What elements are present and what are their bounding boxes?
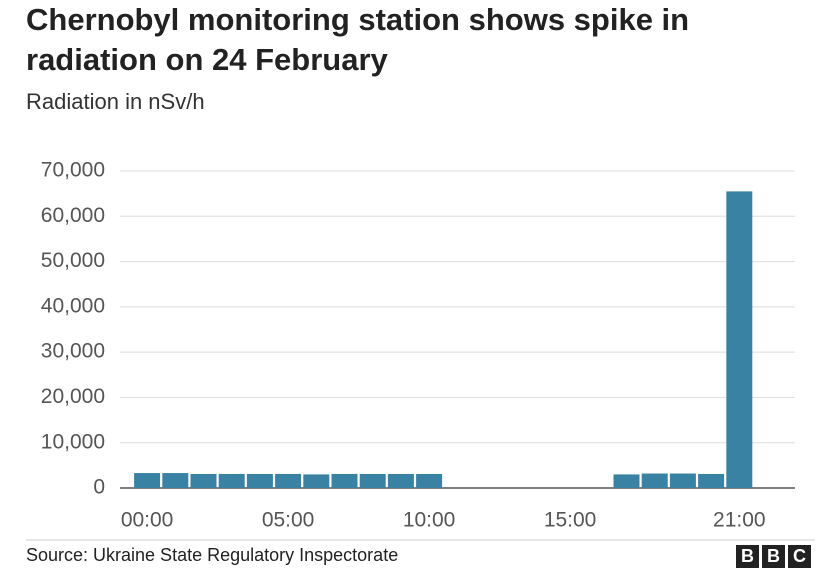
y-tick-label: 10,000 — [41, 430, 105, 453]
bar — [613, 474, 640, 488]
y-tick-label: 20,000 — [41, 385, 105, 408]
logo-box — [788, 545, 811, 568]
x-tick-label: 10:00 — [403, 509, 456, 532]
bar — [698, 473, 725, 488]
logo-letter: B — [767, 546, 780, 566]
bar — [162, 473, 189, 488]
logo-letter: B — [741, 546, 754, 566]
y-tick-label: 0 — [93, 476, 105, 499]
bar — [726, 191, 753, 488]
bar — [275, 473, 302, 488]
x-tick-label: 21:00 — [713, 509, 766, 532]
x-tick-label: 00:00 — [121, 509, 174, 532]
y-tick-label: 60,000 — [41, 204, 105, 227]
bar — [387, 473, 414, 488]
logo-box — [762, 545, 785, 568]
source: Source: Ukraine State Regulatory Inspect… — [26, 545, 398, 565]
x-tick-label: 15:00 — [544, 509, 597, 532]
logo-letter: C — [793, 546, 806, 566]
bar — [246, 473, 273, 488]
bar — [218, 473, 245, 488]
bar — [641, 473, 668, 488]
y-tick-label: 30,000 — [41, 340, 105, 363]
logo-box — [736, 545, 759, 568]
bar — [331, 473, 358, 488]
bar — [669, 473, 696, 488]
chart-title: Chernobyl monitoring station shows spike… — [26, 2, 689, 77]
y-tick-label: 40,000 — [41, 294, 105, 317]
bar — [134, 473, 161, 488]
bar — [303, 474, 330, 488]
x-tick-label: 05:00 — [262, 509, 315, 532]
bar — [190, 473, 217, 488]
chart-subtitle: Radiation in nSv/h — [26, 89, 205, 114]
y-tick-label: 50,000 — [41, 249, 105, 272]
y-tick-label: 70,000 — [41, 159, 105, 182]
bar — [359, 473, 386, 488]
bar — [416, 473, 443, 488]
